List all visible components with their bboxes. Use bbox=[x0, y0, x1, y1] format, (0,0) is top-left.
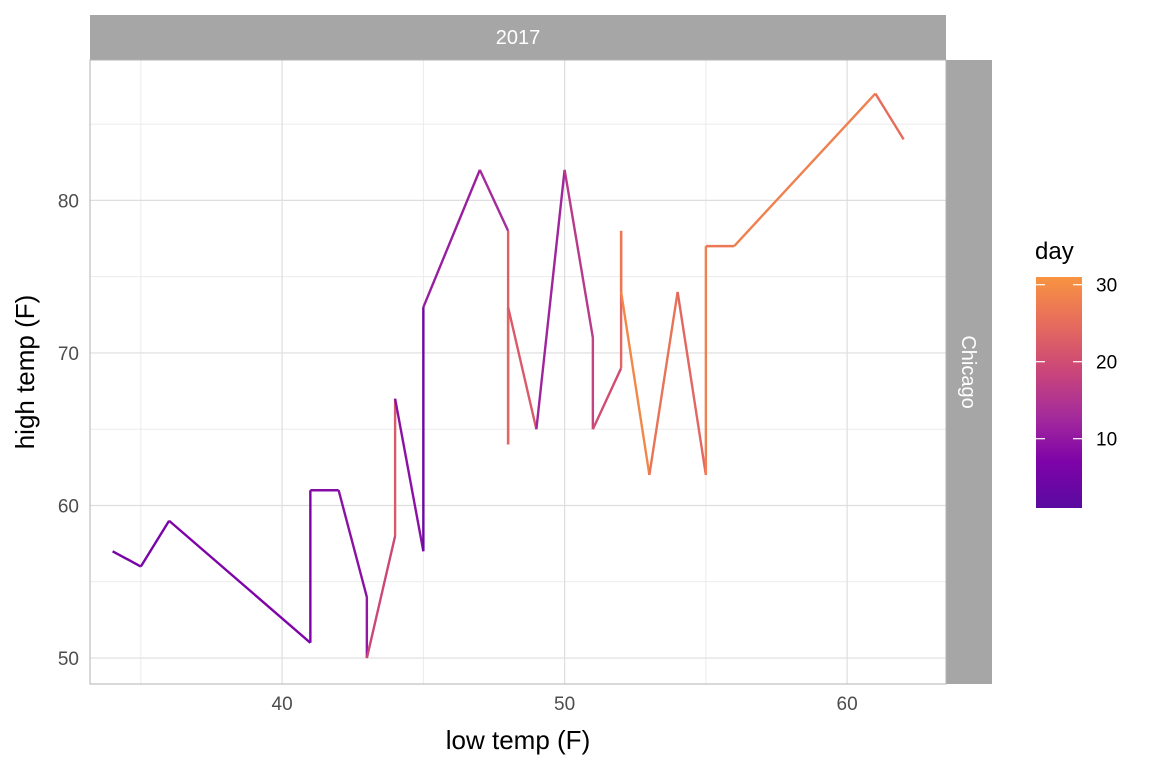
y-tick-label: 70 bbox=[58, 344, 79, 365]
facet-strip-top bbox=[90, 15, 946, 60]
line-segment bbox=[591, 367, 623, 430]
x-tick-label: 40 bbox=[272, 694, 293, 715]
x-tick-label: 60 bbox=[837, 694, 858, 715]
legend-tick-label: 10 bbox=[1096, 430, 1117, 451]
legend-colorbar bbox=[1036, 277, 1082, 508]
line-segment bbox=[648, 291, 679, 476]
line-segment bbox=[112, 550, 142, 568]
plot-panel bbox=[90, 60, 946, 684]
y-axis-ticks: 50 60 70 80 bbox=[58, 191, 79, 670]
legend-ticks: 10 20 30 bbox=[1036, 276, 1117, 451]
legend-title: day bbox=[1035, 238, 1074, 265]
facet-strip-right-label: Chicago bbox=[957, 335, 979, 408]
line-segment bbox=[139, 520, 171, 568]
line-segment bbox=[393, 398, 425, 552]
y-tick-label: 50 bbox=[58, 649, 79, 670]
facet-strip-right bbox=[946, 60, 992, 684]
line-segment bbox=[478, 169, 510, 232]
facet-strip-top-label: 2017 bbox=[496, 27, 541, 49]
y-tick-label: 60 bbox=[58, 496, 79, 517]
y-axis-title: high temp (F) bbox=[10, 295, 40, 450]
line-segment bbox=[337, 489, 369, 598]
line-segment bbox=[535, 169, 566, 430]
line-segment bbox=[506, 306, 538, 430]
line-segment bbox=[733, 92, 877, 247]
x-tick-label: 50 bbox=[554, 694, 575, 715]
grid bbox=[90, 60, 946, 684]
line-segment bbox=[563, 169, 595, 338]
line-segment bbox=[168, 519, 312, 644]
x-axis-ticks: 40 50 60 bbox=[272, 694, 858, 715]
plot-panel-border bbox=[89, 59, 947, 685]
line-segment bbox=[676, 291, 708, 476]
y-tick-label: 80 bbox=[58, 191, 79, 212]
x-axis-title: low temp (F) bbox=[446, 725, 590, 755]
line-segment bbox=[422, 169, 481, 308]
line-segment bbox=[365, 535, 397, 659]
line-segment bbox=[874, 92, 905, 140]
series-lines bbox=[112, 92, 905, 659]
legend-tick-label: 30 bbox=[1096, 276, 1117, 297]
legend-tick-label: 20 bbox=[1096, 353, 1117, 374]
line-segment bbox=[619, 291, 651, 476]
